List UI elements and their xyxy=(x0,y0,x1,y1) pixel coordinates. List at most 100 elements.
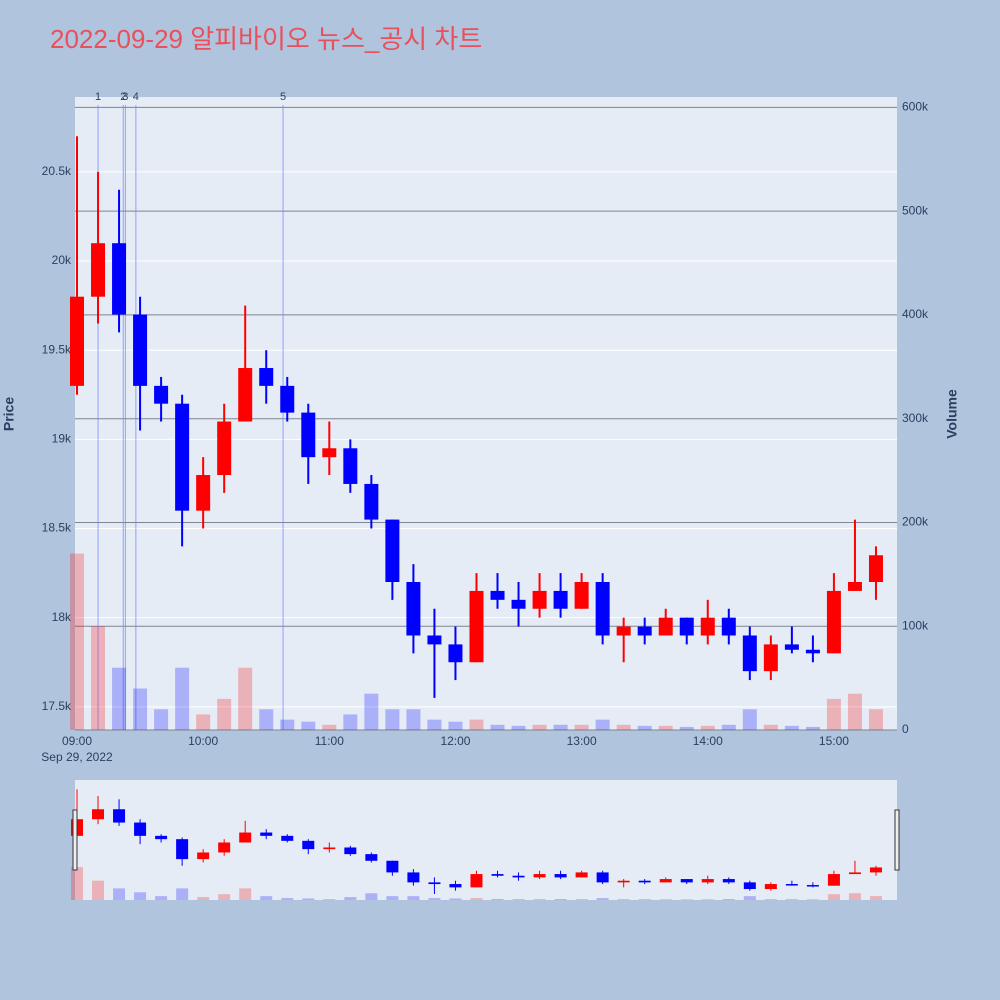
candle-body xyxy=(175,403,190,511)
mini-volume-bar xyxy=(785,899,798,900)
volume-bar xyxy=(658,725,673,730)
mini-volume-bar xyxy=(113,888,126,900)
candle-body xyxy=(490,590,505,600)
volume-bar xyxy=(70,553,84,730)
candle-body xyxy=(448,644,463,663)
mini-candle-body xyxy=(596,872,609,883)
mini-candle-body xyxy=(260,832,273,836)
candle-body xyxy=(385,519,400,583)
candle-body xyxy=(154,385,169,404)
mini-candle-body xyxy=(638,880,651,883)
mini-candle-body xyxy=(155,835,168,840)
x-tick-label: 12:00 xyxy=(440,734,470,748)
candle-body xyxy=(70,296,84,386)
mini-candle-body xyxy=(491,874,504,876)
volume-bar xyxy=(679,726,694,730)
mini-volume-bar xyxy=(470,898,483,900)
chart-title: 2022-09-29 알피바이오 뉴스_공시 차트 xyxy=(50,24,482,54)
mini-volume-bar xyxy=(71,867,83,900)
volume-bar xyxy=(490,724,505,730)
candle-body xyxy=(805,649,820,654)
candle-body xyxy=(784,644,799,650)
mini-volume-bar xyxy=(281,898,294,900)
mini-candle-body xyxy=(869,867,882,873)
volume-bar xyxy=(91,626,106,730)
x-tick-label: 15:00 xyxy=(819,734,849,748)
mini-candle-body xyxy=(848,872,861,875)
mini-candle-body xyxy=(281,835,294,841)
mini-volume-bar xyxy=(575,899,588,900)
volume-bar xyxy=(175,667,190,730)
mini-volume-bar xyxy=(302,898,315,900)
volume-bar xyxy=(616,724,631,730)
mini-volume-bar xyxy=(365,893,378,900)
candle-body xyxy=(91,243,106,297)
candle-body xyxy=(133,314,148,386)
candle-body xyxy=(343,448,358,484)
mini-volume-bar xyxy=(92,880,105,900)
mini-candle-body xyxy=(113,809,126,823)
mini-candle-body xyxy=(827,874,840,886)
mini-volume-bar xyxy=(554,899,567,900)
mini-volume-bar xyxy=(743,896,756,900)
candle-body xyxy=(511,599,526,609)
mini-candle-body xyxy=(302,840,315,850)
mini-volume-bar xyxy=(659,899,672,900)
candle-body xyxy=(700,617,715,636)
volume-bar xyxy=(196,714,211,730)
mini-candle-body xyxy=(386,860,399,873)
volume-bar xyxy=(700,725,715,730)
range-handle[interactable] xyxy=(894,809,900,871)
mini-volume-bar xyxy=(596,898,609,900)
y-axis-title: Price xyxy=(1,397,17,431)
volume-bar xyxy=(511,725,526,730)
y-tick-label: 18.5k xyxy=(42,521,72,535)
mini-candle-body xyxy=(365,854,378,861)
mini-volume-bar xyxy=(638,899,651,900)
volume-bar xyxy=(385,709,400,730)
candle-body xyxy=(238,368,253,422)
mini-candle-body xyxy=(659,879,672,883)
mini-candle-body xyxy=(764,884,777,890)
volume-bar xyxy=(112,667,127,730)
range-slider[interactable] xyxy=(75,780,897,900)
candle-body xyxy=(679,617,694,636)
candle-body xyxy=(847,582,862,591)
volume-bar xyxy=(826,698,841,730)
mini-volume-bar xyxy=(344,897,357,900)
mini-volume-bar xyxy=(680,899,693,900)
mini-candle-body xyxy=(533,874,546,878)
range-handle[interactable] xyxy=(72,809,78,871)
volume-bar xyxy=(217,698,232,730)
mini-candle-body xyxy=(512,875,525,878)
mini-volume-bar xyxy=(533,899,546,900)
volume-bar xyxy=(637,725,652,730)
mini-candle-body xyxy=(743,882,756,890)
mini-volume-bar xyxy=(197,897,210,900)
mini-volume-bar xyxy=(617,899,630,900)
candle-body xyxy=(658,617,673,636)
mini-candle-body xyxy=(806,885,819,887)
x-date-label: Sep 29, 2022 xyxy=(41,750,113,764)
mini-volume-bar xyxy=(386,896,399,900)
volume-bar xyxy=(595,719,610,730)
mini-volume-bar xyxy=(323,899,336,900)
x-tick-label: 09:00 xyxy=(62,734,92,748)
y2-tick-label: 500k xyxy=(902,203,929,217)
volume-bar xyxy=(469,719,484,730)
mini-candle-body xyxy=(470,874,483,888)
event-label: 3 xyxy=(122,91,128,103)
y-tick-label: 20.5k xyxy=(42,164,72,178)
candle-body xyxy=(280,385,295,413)
event-label: 4 xyxy=(133,91,139,103)
mini-candle-body xyxy=(785,884,798,886)
volume-bar xyxy=(427,719,442,730)
mini-volume-bar xyxy=(407,896,420,900)
volume-bar xyxy=(238,667,253,730)
x-tick-label: 10:00 xyxy=(188,734,218,748)
mini-candle-body xyxy=(344,847,357,855)
y-tick-label: 19k xyxy=(52,432,72,446)
volume-bar xyxy=(322,724,337,730)
plot-area xyxy=(75,97,897,730)
